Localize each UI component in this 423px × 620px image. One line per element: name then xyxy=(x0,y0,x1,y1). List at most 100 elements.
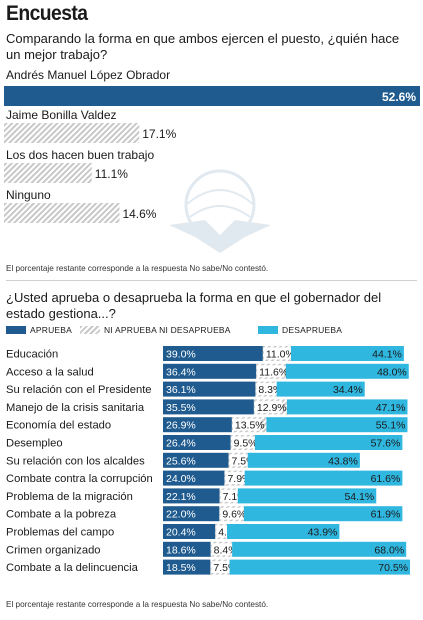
row-category-label: Su relación con los alcaldes xyxy=(6,455,145,467)
bar-segment-label: 39.0% xyxy=(166,349,196,361)
bar-category-label: Andrés Manuel López Obrador xyxy=(6,68,170,82)
bar-segment-label: 18.6% xyxy=(166,544,196,556)
bar-segment-desaprueba xyxy=(243,506,403,522)
bar-segment-label: 34.4% xyxy=(333,384,363,396)
bar-segment-aprueba xyxy=(163,452,229,468)
label-backdrop xyxy=(263,347,291,360)
bar-segment-aprueba xyxy=(163,541,211,557)
bar-value-label: 52.6% xyxy=(382,90,416,104)
bar-segment-aprueba xyxy=(163,435,231,450)
bar-segment-label: 22.0% xyxy=(166,509,196,521)
row-category-label: Combate a la delincuencia xyxy=(6,562,139,574)
bar-segment-label: 36.4% xyxy=(166,366,196,378)
divider xyxy=(6,280,417,281)
bar-segment-label: 26.4% xyxy=(166,438,196,450)
row-category-label: Acceso a la salud xyxy=(6,366,94,378)
label-backdrop xyxy=(231,436,259,449)
bar-segment-aprueba xyxy=(163,506,220,522)
bar-segment-label: 24.0% xyxy=(166,473,196,485)
chart-who-does-better: Andrés Manuel López Obrador 52.6% Jaime Bo… xyxy=(4,68,420,223)
bar-segment-desaprueba xyxy=(232,541,407,557)
bar-segment-label: 13.5% xyxy=(235,420,265,432)
bar xyxy=(4,123,140,143)
bar-segment-label: 36.1% xyxy=(166,384,196,396)
bar-segment-label: 35.5% xyxy=(166,402,196,414)
bar-segment-aprueba xyxy=(163,417,232,433)
bar-segment-label: 11.6% xyxy=(259,366,288,378)
bar-segment-label: 26.9% xyxy=(166,420,196,432)
bar-segment-aprueba xyxy=(163,381,256,397)
bar-segment-aprueba xyxy=(163,488,220,504)
bar-segment-label: 43.9% xyxy=(308,527,338,539)
bar-segment-desaprueba xyxy=(237,488,377,504)
bar-segment-label: 48.0% xyxy=(377,366,407,378)
bar-segment-label: 9.6% xyxy=(222,509,246,521)
question-2: ¿Usted aprueba o desaprueba la forma en … xyxy=(6,290,382,321)
chart-approval-by-topic: Educación 39.0% 11.0% 44.1% Acceso a la salu… xyxy=(6,346,411,575)
legend-swatch-desaprueba xyxy=(258,326,278,334)
bar-category-label: Los dos hacen buen trabajo xyxy=(6,148,154,162)
bar-segment-label: 9.5% xyxy=(234,438,258,450)
row-category-label: Desempleo xyxy=(6,438,63,450)
bar-segment-label: 61.6% xyxy=(371,473,401,485)
bar-segment-label: 47.1% xyxy=(376,402,406,414)
bar-segment-label: 12.9% xyxy=(257,402,287,414)
row-category-label: Problemas del campo xyxy=(6,527,114,539)
note-1: El porcentaje restante corresponde a la … xyxy=(6,264,269,273)
bar-segment-label: 25.6% xyxy=(166,455,196,467)
bar-segment-aprueba xyxy=(163,399,254,415)
legend-label-neutral: NI APRUEBA NI DESAPRUEBA xyxy=(104,325,231,335)
bar-segment-desaprueba xyxy=(247,452,360,468)
bar-segment-label: 57.6% xyxy=(371,438,401,450)
note-2: El porcentaje restante corresponde a la … xyxy=(6,600,269,609)
bar-category-label: Jaime Bonilla Valdez xyxy=(6,108,117,122)
bar-segment-label: 43.8% xyxy=(328,455,358,467)
legend-swatch-aprueba xyxy=(6,326,26,334)
state-seal-watermark-icon xyxy=(169,169,271,253)
bar-segment-aprueba xyxy=(163,470,225,486)
question-1: Comparando la forma en que ambos ejercen… xyxy=(6,31,400,62)
bar-segment-label: 68.0% xyxy=(374,544,404,556)
label-backdrop xyxy=(257,365,285,378)
label-backdrop xyxy=(232,418,260,431)
bar-segment-desaprueba xyxy=(291,346,404,361)
bar xyxy=(4,203,120,223)
bar-segment-label: 11.0% xyxy=(266,349,295,361)
bar-segment-label: 20.4% xyxy=(166,527,196,539)
label-backdrop xyxy=(211,543,239,556)
legend-item-neutral: NI APRUEBA NI DESAPRUEBA xyxy=(80,324,231,336)
bar-value-label: 11.1% xyxy=(95,167,128,181)
bar-segment-label: 70.5% xyxy=(378,562,408,574)
row-category-label: Combate contra la corrupción xyxy=(6,473,153,485)
page-title: Encuesta xyxy=(6,2,88,25)
bar-segment-desaprueba xyxy=(266,417,408,433)
row-category-label: Su relación con el Presidente xyxy=(6,384,152,396)
bar-segment-label: 8.3% xyxy=(258,384,282,396)
row-category-label: Combate a la pobreza xyxy=(6,509,117,521)
legend-label-aprueba: APRUEBA xyxy=(30,325,73,335)
legend-swatch-neutral xyxy=(80,326,100,334)
bar-segment-label: 22.1% xyxy=(166,491,196,503)
bar-segment-label: 44.1% xyxy=(372,349,402,361)
bar-segment-aprueba xyxy=(163,346,263,361)
bar-segment-desaprueba xyxy=(285,363,409,379)
legend-item-desaprueba: DESAPRUEBA xyxy=(258,324,342,336)
bar-segment-label: 55.1% xyxy=(376,420,406,432)
label-backdrop xyxy=(254,400,282,413)
bar-segment-desaprueba xyxy=(244,470,403,486)
bar-category-label: Ninguno xyxy=(6,188,51,202)
bar-segment-desaprueba xyxy=(229,559,411,575)
bar-segment-desaprueba xyxy=(286,399,408,415)
row-category-label: Problema de la migración xyxy=(6,491,133,503)
bar-value-label: 14.6% xyxy=(122,207,156,221)
bar-segment-label: 61.9% xyxy=(371,509,401,521)
bar-segment-aprueba xyxy=(163,524,216,539)
bar-segment-label: 8.4% xyxy=(214,544,238,556)
bar-segment-label: 18.5% xyxy=(166,562,196,574)
bar-segment-label: 54.1% xyxy=(344,491,374,503)
row-category-label: Manejo de la crisis sanitaria xyxy=(6,402,145,414)
bar-segment-desaprueba xyxy=(254,435,403,450)
bar-segment-desaprueba xyxy=(276,381,365,397)
row-category-label: Economía del estado xyxy=(6,420,111,432)
row-category-label: Crimen organizado xyxy=(6,544,101,556)
